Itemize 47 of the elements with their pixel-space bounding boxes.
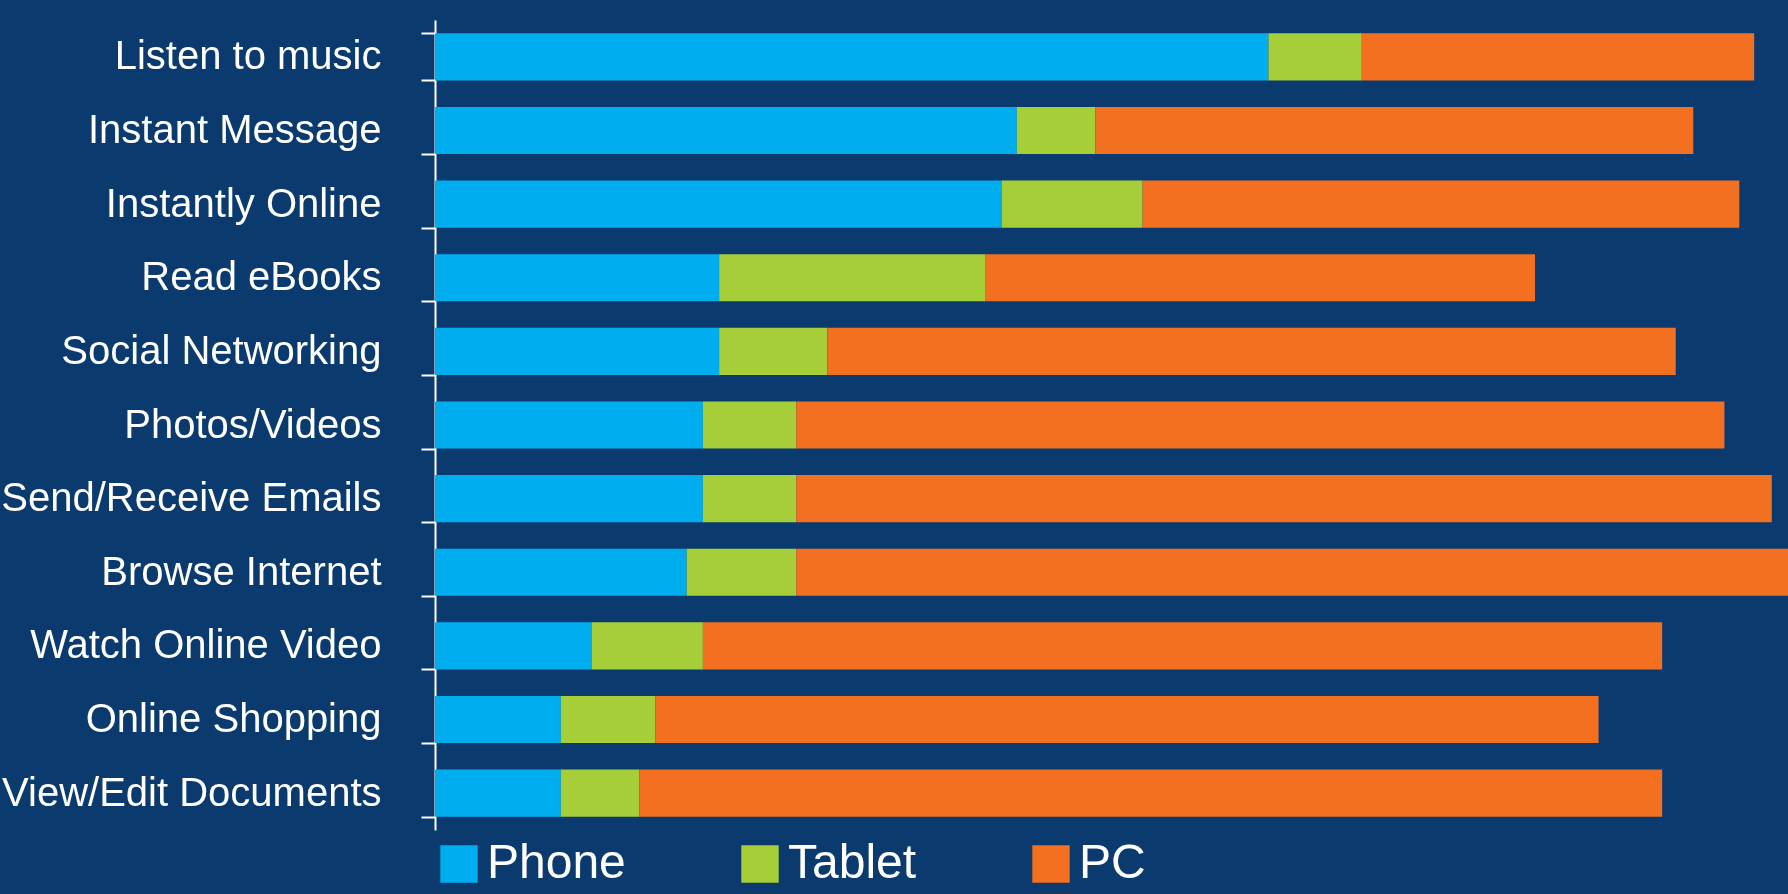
legend-label: Tablet (788, 835, 917, 888)
bar (686, 548, 797, 596)
bar (435, 254, 720, 302)
bar (796, 475, 1772, 523)
bar (639, 769, 1663, 817)
y-tick-label: Online Shopping (85, 696, 382, 741)
y-tick-label: Instant Message (88, 106, 382, 151)
bar (827, 327, 1676, 375)
y-tick-label: Send/Receive Emails (1, 475, 382, 520)
bar (1001, 180, 1143, 228)
bar (435, 327, 720, 375)
bar (796, 401, 1725, 449)
bar (1142, 180, 1740, 228)
bar (560, 695, 656, 744)
y-tick-label: Watch Online Video (30, 622, 382, 667)
bar (435, 475, 703, 523)
bar (655, 695, 1599, 744)
legend-label: PC (1079, 835, 1146, 888)
bar (435, 695, 561, 744)
legend-label: Phone (487, 835, 626, 888)
y-tick-label: Social Networking (61, 327, 382, 372)
bar (719, 254, 986, 302)
y-tick-label: Read eBooks (141, 254, 382, 299)
bar (796, 548, 1788, 596)
bar (1095, 106, 1694, 155)
bar (435, 548, 687, 596)
bar (1268, 33, 1362, 81)
bar (985, 254, 1535, 302)
y-tick-label: Photos/Videos (124, 401, 382, 446)
bar (435, 401, 703, 449)
y-tick-label: Browse Internet (101, 548, 382, 593)
y-tick-label: Instantly Online (105, 180, 382, 225)
bar (702, 475, 797, 523)
y-tick-label: Listen to music (114, 33, 382, 78)
bar (435, 33, 1269, 81)
bar (1016, 106, 1096, 155)
bar (702, 622, 1663, 670)
y-tick-label: View/Edit Documents (2, 769, 382, 814)
bar (435, 622, 592, 670)
bar (719, 327, 828, 375)
bar (560, 769, 640, 817)
bar (435, 106, 1017, 155)
bar (591, 622, 703, 670)
bar (1361, 33, 1755, 81)
bar (702, 401, 797, 449)
bar (435, 180, 1002, 228)
bar (435, 769, 561, 817)
